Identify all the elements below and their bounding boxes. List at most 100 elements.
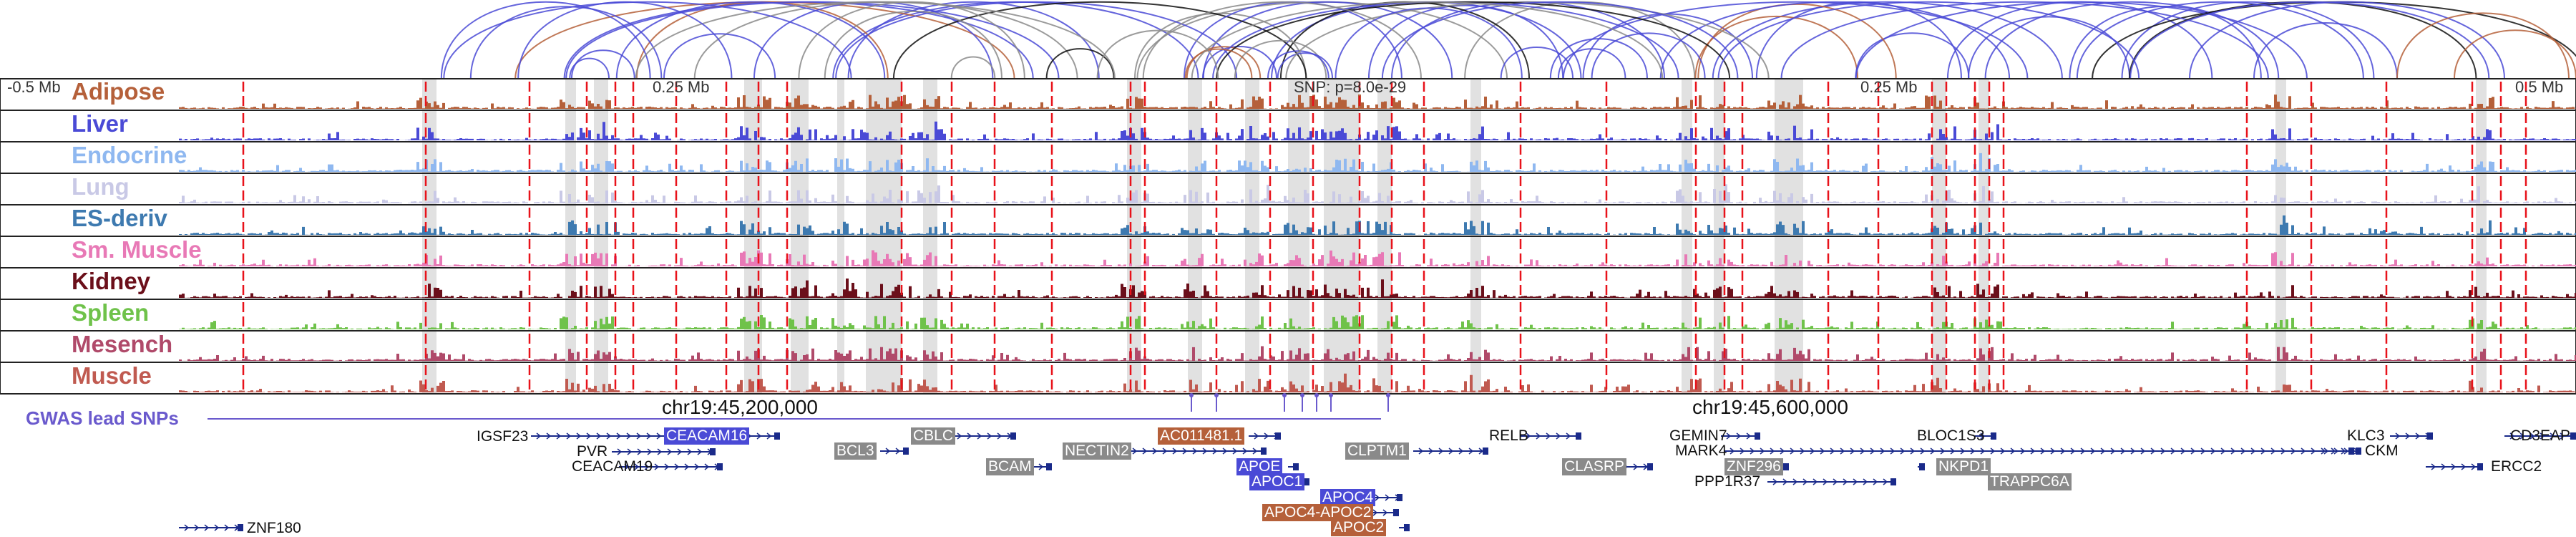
interaction-arc bbox=[565, 1, 1060, 79]
strand-arrow bbox=[2540, 432, 2545, 440]
interaction-arc bbox=[1184, 48, 1253, 79]
strand-arrow bbox=[1202, 448, 1208, 455]
strand-arrow bbox=[2000, 448, 2006, 455]
interaction-arc bbox=[1855, 32, 1970, 79]
interaction-arc bbox=[1096, 29, 1219, 79]
gene-label-relb: RELB bbox=[1489, 427, 1528, 444]
interaction-arc bbox=[1186, 46, 1262, 79]
interaction-arc bbox=[569, 57, 610, 79]
strand-arrow bbox=[885, 448, 891, 455]
interaction-arc bbox=[663, 33, 776, 79]
track-frame bbox=[0, 362, 2576, 395]
gwas-snp-marker bbox=[1189, 393, 1194, 397]
interaction-arc bbox=[2454, 29, 2576, 79]
strand-arrow bbox=[1920, 448, 1926, 455]
strand-arrow bbox=[1790, 448, 1795, 455]
strand-arrow bbox=[1252, 448, 1258, 455]
exon bbox=[1576, 432, 1581, 440]
track-label-adipose: Adipose bbox=[72, 78, 165, 105]
signal-peaks bbox=[179, 121, 2576, 140]
strand-arrow bbox=[644, 463, 650, 470]
strand-arrow bbox=[2210, 448, 2216, 455]
strand-arrow bbox=[1438, 448, 1444, 455]
strand-arrow bbox=[2301, 448, 2306, 455]
exon bbox=[1397, 494, 1402, 501]
exon bbox=[1275, 432, 1281, 440]
strand-arrow bbox=[2333, 448, 2339, 455]
strand-arrow bbox=[2451, 463, 2457, 470]
strand-arrow bbox=[1890, 448, 1896, 455]
strand-arrow bbox=[596, 432, 602, 440]
strand-arrow bbox=[606, 432, 612, 440]
strand-arrow bbox=[636, 432, 642, 440]
exon bbox=[2570, 432, 2576, 440]
gene-label-ercc2: ERCC2 bbox=[2491, 458, 2542, 475]
strand-arrow bbox=[1526, 432, 1531, 440]
strand-arrow bbox=[1132, 448, 1138, 455]
strand-arrow bbox=[2160, 448, 2166, 455]
strand-arrow bbox=[1162, 448, 1168, 455]
interaction-arc bbox=[2396, 12, 2570, 79]
strand-arrow bbox=[997, 432, 1002, 440]
strand-arrow bbox=[1726, 432, 1732, 440]
snp-pvalue-label: SNP: p=8.0e-29 bbox=[1294, 78, 1407, 96]
strand-arrow bbox=[697, 448, 703, 455]
strand-arrow bbox=[2415, 432, 2421, 440]
signal-peaks bbox=[179, 315, 2576, 329]
strand-arrow bbox=[2040, 448, 2046, 455]
gene-label-ppp1r37: PPP1R37 bbox=[1694, 473, 1761, 490]
strand-arrow bbox=[2471, 463, 2477, 470]
interaction-arc bbox=[1381, 1, 1739, 79]
strand-arrow bbox=[1152, 448, 1158, 455]
strand-arrow bbox=[1813, 478, 1818, 485]
strand-arrow bbox=[2170, 448, 2176, 455]
strand-arrow bbox=[1802, 478, 1808, 485]
strand-arrow bbox=[1418, 448, 1424, 455]
strand-arrow bbox=[1458, 448, 1464, 455]
strand-arrow bbox=[2220, 448, 2226, 455]
track-label-endocrine: Endocrine bbox=[72, 142, 187, 168]
strand-arrow bbox=[2431, 463, 2436, 470]
strand-arrow bbox=[1780, 448, 1785, 455]
strand-arrow bbox=[586, 432, 592, 440]
interaction-arc bbox=[469, 6, 663, 79]
interaction-arc bbox=[443, 1, 852, 79]
gene-label-ac011481-1: AC011481.1 bbox=[1158, 427, 1245, 445]
strand-arrow bbox=[2240, 448, 2246, 455]
strand-arrow bbox=[634, 463, 640, 470]
strand-arrow bbox=[1940, 448, 1946, 455]
strand-arrow bbox=[1736, 432, 1742, 440]
strand-arrow bbox=[2230, 448, 2236, 455]
interaction-arc bbox=[615, 1, 886, 79]
strand-arrow bbox=[647, 448, 653, 455]
gene-label-klc3: KLC3 bbox=[2347, 427, 2385, 444]
strand-arrow bbox=[617, 448, 623, 455]
strand-arrow bbox=[2560, 432, 2565, 440]
exon bbox=[2356, 448, 2361, 455]
gene-label-ceacam16: CEACAM16 bbox=[664, 427, 750, 445]
strand-arrow bbox=[1254, 432, 1259, 440]
strand-arrow bbox=[2290, 448, 2296, 455]
strand-arrow bbox=[1840, 448, 1845, 455]
exon bbox=[1991, 432, 1996, 440]
strand-arrow bbox=[2140, 448, 2146, 455]
strand-arrow bbox=[987, 432, 992, 440]
interaction-arc bbox=[1335, 7, 1523, 79]
interaction-arc bbox=[1984, 1, 2280, 79]
gene-label-apoc1: APOC1 bbox=[1249, 473, 1305, 490]
signal-peaks bbox=[179, 95, 2576, 109]
strand-arrow bbox=[536, 432, 542, 440]
strand-arrow bbox=[1729, 448, 1735, 455]
strand-arrow bbox=[2030, 448, 2036, 455]
strand-arrow bbox=[1970, 448, 1976, 455]
strand-arrow bbox=[2090, 448, 2096, 455]
strand-arrow bbox=[1930, 448, 1936, 455]
exon bbox=[1890, 478, 1896, 485]
strand-arrow bbox=[2550, 432, 2555, 440]
strand-arrow bbox=[204, 524, 210, 531]
gene-label-pvr: PVR bbox=[577, 443, 608, 460]
strand-arrow bbox=[1038, 463, 1044, 470]
interaction-arc bbox=[570, 49, 635, 79]
strand-arrow bbox=[1990, 448, 1996, 455]
